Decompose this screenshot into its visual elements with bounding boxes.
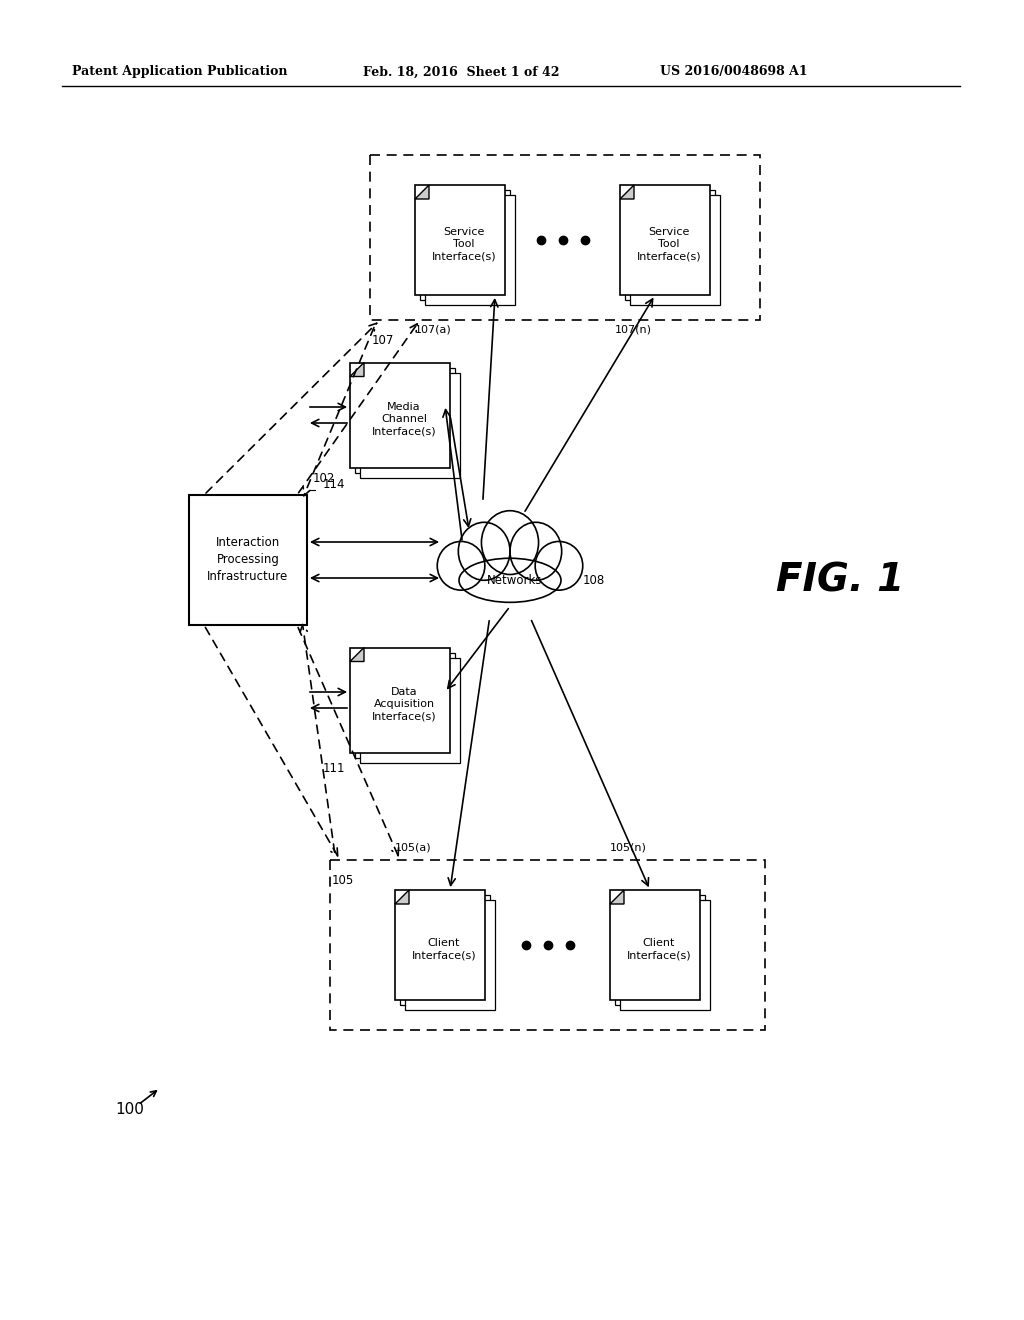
Polygon shape [360, 657, 374, 672]
Text: Interaction
Processing
Infrastructure: Interaction Processing Infrastructure [208, 536, 289, 583]
Polygon shape [400, 895, 414, 909]
Polygon shape [625, 190, 639, 205]
Text: 102: 102 [313, 473, 336, 484]
Bar [400, 895, 490, 1005]
Bar [350, 363, 450, 467]
Bar [620, 185, 710, 294]
Bar [350, 648, 450, 752]
Polygon shape [355, 367, 369, 381]
Bar [355, 652, 455, 758]
Bar [189, 495, 307, 624]
Text: 107(n): 107(n) [615, 325, 652, 335]
Bar [330, 861, 765, 1030]
Text: Client
Interface(s): Client Interface(s) [627, 937, 691, 960]
Bar [610, 890, 700, 1001]
Polygon shape [630, 195, 644, 209]
Text: Service
Tool
Interface(s): Service Tool Interface(s) [432, 227, 497, 261]
Bar [620, 900, 710, 1010]
Polygon shape [395, 890, 409, 904]
Text: 105(a): 105(a) [395, 842, 432, 851]
Ellipse shape [459, 558, 561, 602]
Polygon shape [425, 195, 439, 209]
Bar [425, 195, 515, 305]
Bar [625, 190, 715, 300]
Bar [630, 195, 720, 305]
Text: 105(n): 105(n) [610, 842, 647, 851]
Text: 107: 107 [372, 334, 394, 346]
Bar [453, 560, 567, 591]
Polygon shape [350, 363, 364, 376]
Polygon shape [406, 900, 419, 913]
Text: 105: 105 [332, 874, 354, 887]
Ellipse shape [481, 511, 539, 574]
Bar [370, 154, 760, 319]
Bar [615, 895, 705, 1005]
Text: Service
Tool
Interface(s): Service Tool Interface(s) [637, 227, 701, 261]
Text: Client
Interface(s): Client Interface(s) [412, 937, 476, 960]
Ellipse shape [510, 523, 562, 581]
Text: Data
Acquisition
Interface(s): Data Acquisition Interface(s) [372, 686, 436, 722]
Bar [415, 185, 505, 294]
Polygon shape [620, 185, 634, 199]
Bar [360, 657, 460, 763]
Bar [355, 367, 455, 473]
Text: Networks: Networks [487, 573, 543, 586]
Polygon shape [355, 652, 369, 667]
Text: 100: 100 [115, 1102, 144, 1118]
Bar [406, 900, 495, 1010]
Polygon shape [420, 190, 434, 205]
Ellipse shape [463, 537, 558, 601]
Polygon shape [615, 895, 629, 909]
Ellipse shape [459, 523, 510, 581]
Text: Media
Channel
Interface(s): Media Channel Interface(s) [372, 401, 436, 437]
Text: US 2016/0048698 A1: US 2016/0048698 A1 [660, 66, 808, 78]
Bar [420, 190, 510, 300]
Text: 108: 108 [583, 573, 605, 586]
Text: 107(a): 107(a) [415, 325, 452, 335]
Text: FIG. 1: FIG. 1 [776, 561, 904, 599]
Ellipse shape [437, 541, 484, 590]
Text: 114: 114 [323, 478, 345, 491]
Polygon shape [610, 890, 624, 904]
Polygon shape [620, 900, 634, 913]
Polygon shape [415, 185, 429, 199]
Polygon shape [360, 372, 374, 387]
Bar [360, 372, 460, 478]
Bar [395, 890, 485, 1001]
Text: Feb. 18, 2016  Sheet 1 of 42: Feb. 18, 2016 Sheet 1 of 42 [362, 66, 559, 78]
Polygon shape [350, 648, 364, 661]
Text: 111: 111 [323, 763, 345, 776]
Text: Patent Application Publication: Patent Application Publication [72, 66, 288, 78]
Ellipse shape [536, 541, 583, 590]
